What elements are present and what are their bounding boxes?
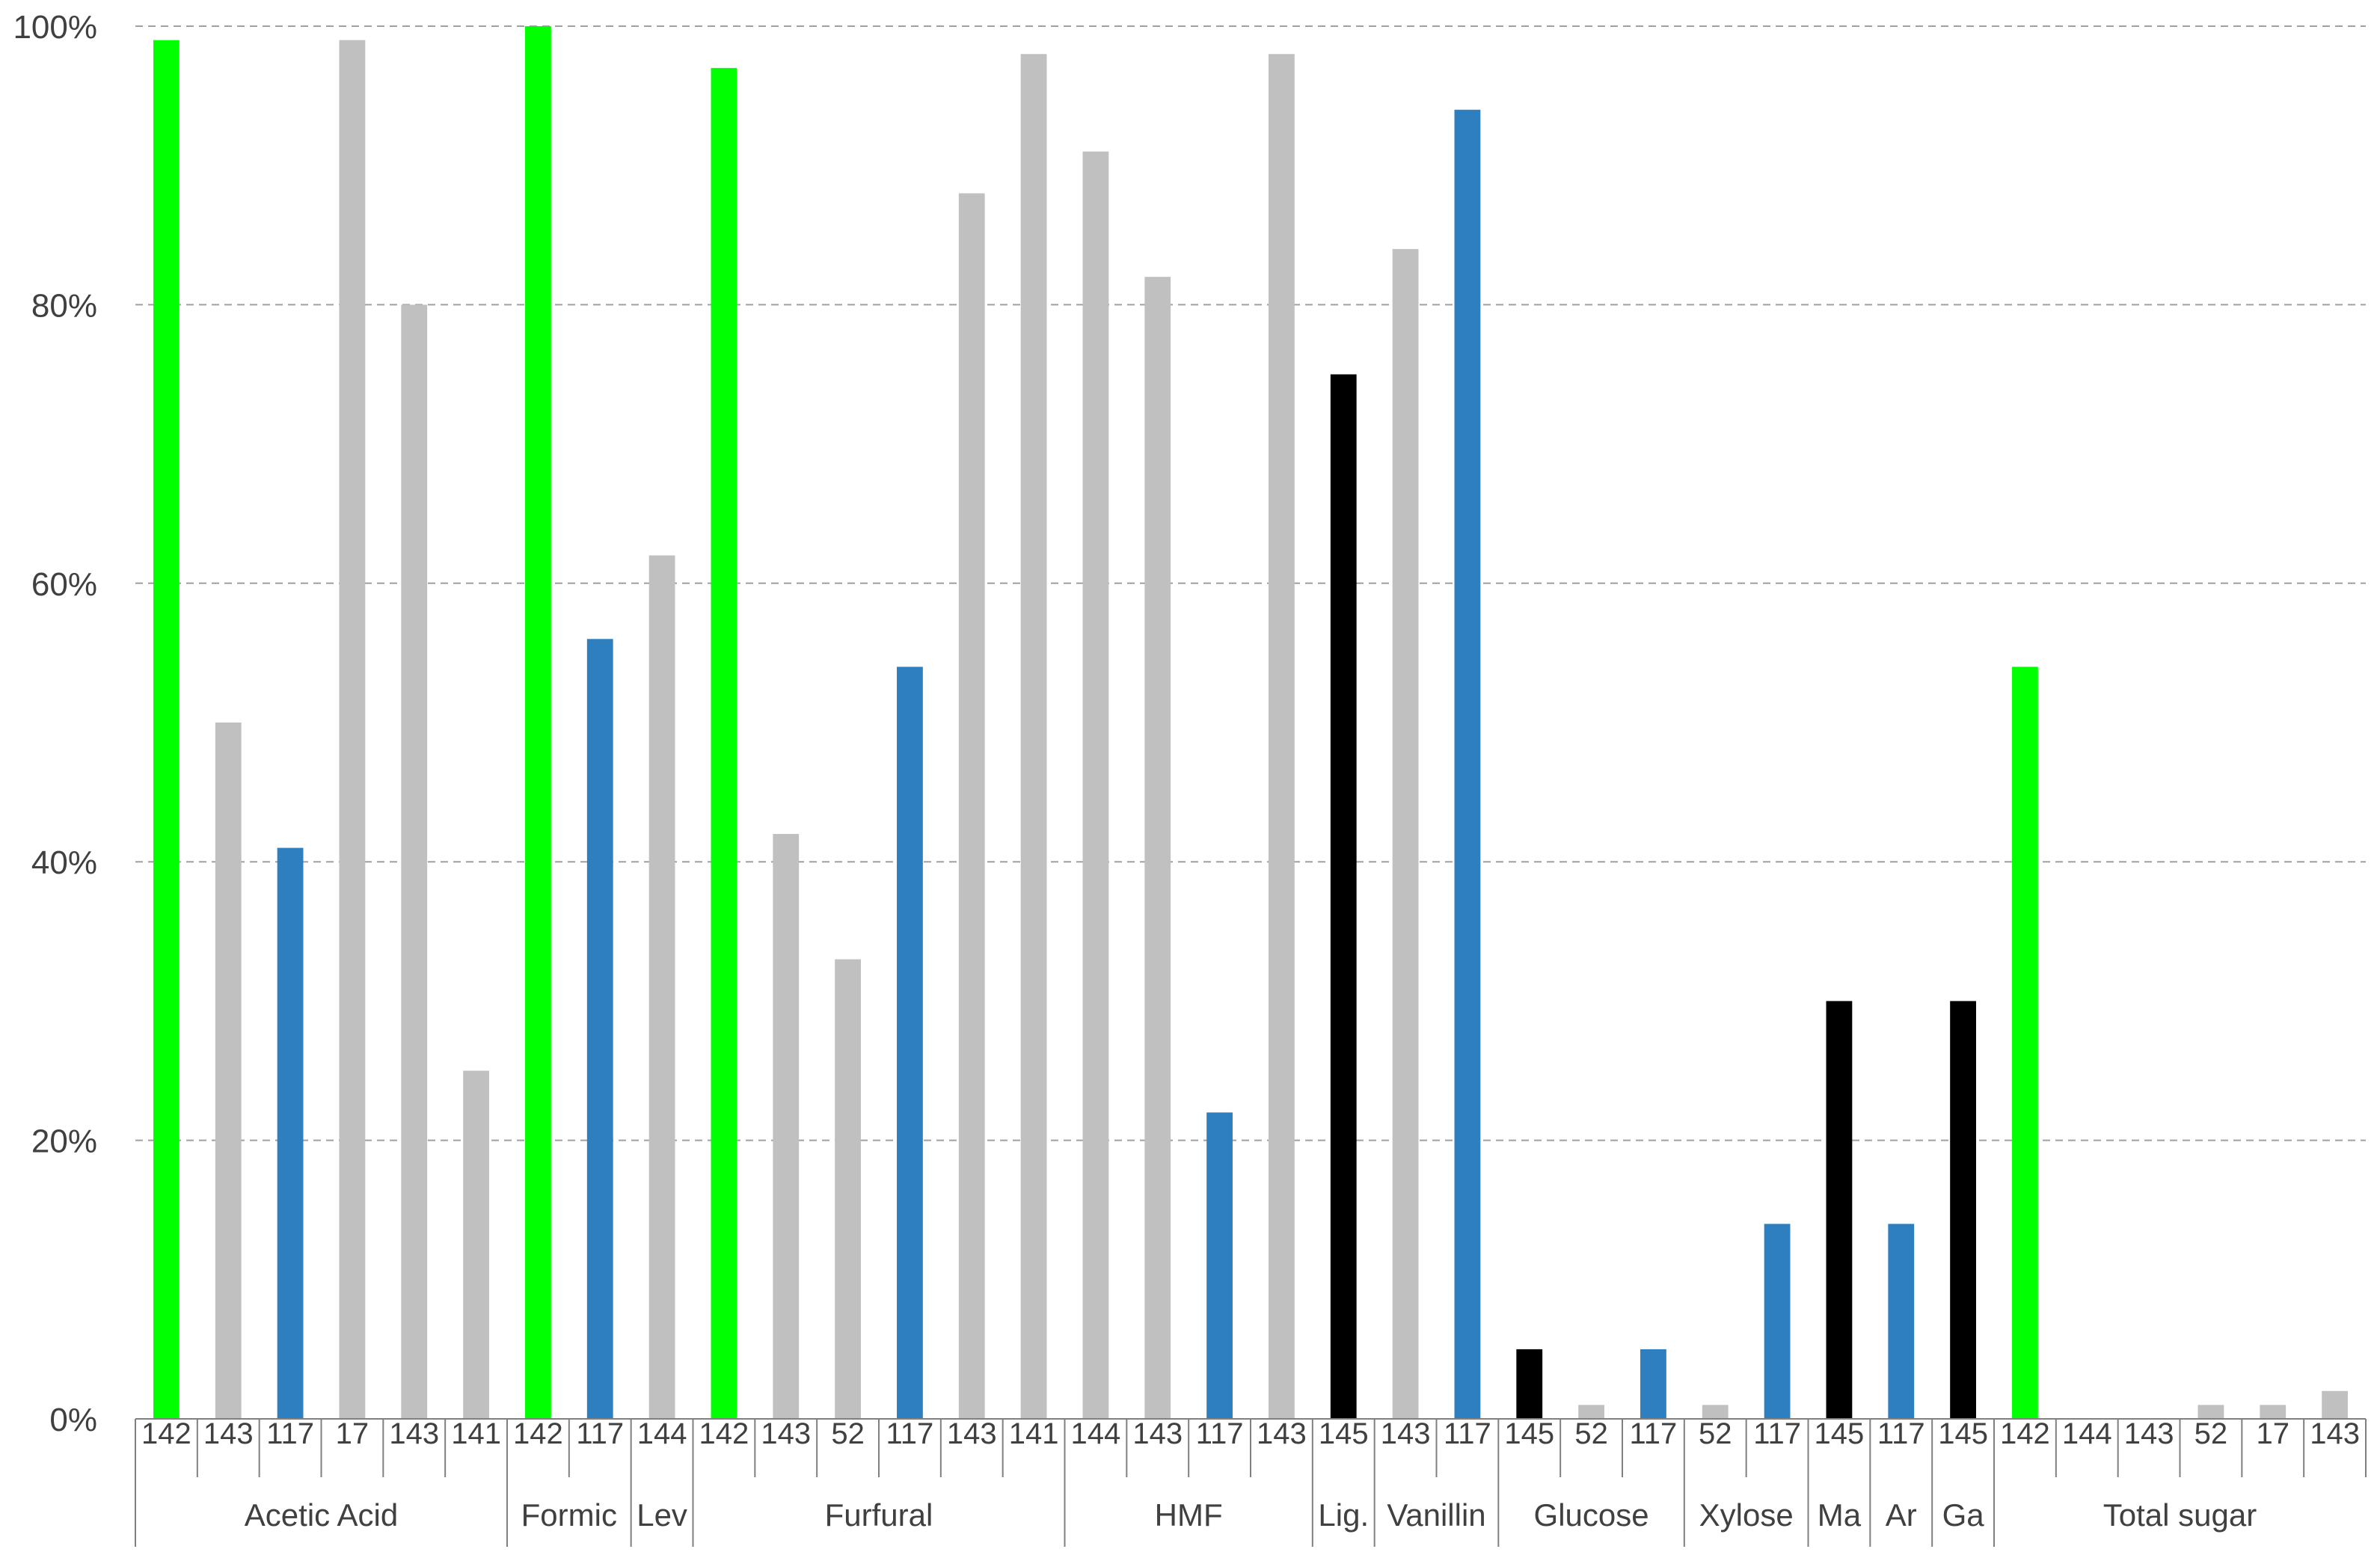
group-label: Ma xyxy=(1818,1497,1862,1533)
category-label: 143 xyxy=(1257,1417,1307,1450)
category-label: 117 xyxy=(576,1417,624,1450)
category-label: 143 xyxy=(1132,1417,1183,1450)
bar xyxy=(1082,151,1109,1420)
group-label: Furfural xyxy=(825,1497,933,1533)
category-label: 143 xyxy=(2310,1417,2360,1450)
y-tick-label: 100% xyxy=(13,9,97,46)
category-label: 144 xyxy=(1071,1417,1121,1450)
group-label: Total sugar xyxy=(2103,1497,2257,1533)
category-label: 52 xyxy=(1699,1417,1732,1450)
bar xyxy=(835,959,861,1419)
bar xyxy=(1826,1001,1853,1419)
bar xyxy=(2260,1405,2287,1419)
bar xyxy=(339,40,366,1420)
bar xyxy=(215,723,242,1419)
bar xyxy=(1392,248,1419,1419)
group-label: Ar xyxy=(1886,1497,1917,1533)
gridlines xyxy=(135,25,2366,1141)
category-label: 17 xyxy=(2257,1417,2290,1450)
bar xyxy=(2197,1405,2224,1419)
category-label: 144 xyxy=(637,1417,687,1450)
category-label: 143 xyxy=(2124,1417,2174,1450)
category-label: 141 xyxy=(451,1417,501,1450)
group-label: Lig. xyxy=(1318,1497,1369,1533)
bar xyxy=(463,1070,489,1419)
category-label: 52 xyxy=(831,1417,865,1450)
x-axis xyxy=(135,1418,2367,1547)
bar xyxy=(1764,1224,1791,1419)
bar xyxy=(277,847,304,1419)
category-label: 143 xyxy=(947,1417,997,1450)
bar xyxy=(1640,1349,1666,1419)
bar xyxy=(1330,374,1357,1419)
category-label: 142 xyxy=(699,1417,749,1450)
group-label: Xylose xyxy=(1699,1497,1794,1533)
category-label: 145 xyxy=(1504,1417,1554,1450)
y-tick-label: 20% xyxy=(31,1123,97,1160)
group-label: Ga xyxy=(1942,1497,1985,1533)
group-label: Lev xyxy=(637,1497,687,1533)
category-label: 117 xyxy=(886,1417,934,1450)
group-label: Formic xyxy=(521,1497,617,1533)
category-label: 143 xyxy=(389,1417,439,1450)
bar xyxy=(1702,1405,1729,1419)
x-axis-group-labels: Acetic Acid Formic Lev Furfural HMF Lig. Vanil… xyxy=(245,1497,2257,1533)
bar xyxy=(1578,1405,1604,1419)
bar xyxy=(648,555,675,1419)
category-label: 117 xyxy=(1444,1417,1491,1450)
category-label: 52 xyxy=(1574,1417,1608,1450)
y-tick-label: 60% xyxy=(31,566,97,603)
y-tick-label: 80% xyxy=(31,287,97,324)
category-label: 117 xyxy=(1877,1417,1925,1450)
category-label: 145 xyxy=(1938,1417,1988,1450)
bar xyxy=(711,67,737,1420)
category-label: 117 xyxy=(1196,1417,1244,1450)
group-label: Glucose xyxy=(1534,1497,1649,1533)
x-axis-category-labels: 142 143 117 17 143 141 142 117 144 142 143 52 117 143… xyxy=(141,1417,2360,1450)
bar xyxy=(1454,109,1481,1420)
category-label: 117 xyxy=(266,1417,314,1450)
y-axis-tick-labels: 0% 20% 40% 60% 80% 100% xyxy=(13,9,97,1438)
bar xyxy=(2012,666,2038,1419)
bar xyxy=(1950,1001,1976,1419)
category-label: 144 xyxy=(2062,1417,2112,1450)
y-tick-label: 40% xyxy=(31,844,97,881)
bar xyxy=(586,639,613,1419)
bar xyxy=(897,666,923,1419)
bar xyxy=(958,193,985,1420)
bar xyxy=(1888,1224,1915,1419)
category-label: 142 xyxy=(2000,1417,2050,1450)
bar xyxy=(1206,1112,1233,1419)
bar xyxy=(2322,1390,2348,1419)
bar xyxy=(401,304,428,1419)
y-tick-label: 0% xyxy=(49,1402,97,1438)
category-label: 52 xyxy=(2195,1417,2228,1450)
bar xyxy=(1269,54,1295,1420)
category-label: 143 xyxy=(1381,1417,1431,1450)
category-label: 17 xyxy=(336,1417,369,1450)
bar xyxy=(525,26,551,1419)
category-label: 143 xyxy=(761,1417,811,1450)
category-label: 143 xyxy=(203,1417,254,1450)
bar xyxy=(153,40,180,1420)
category-label: 117 xyxy=(1630,1417,1678,1450)
group-label: HMF xyxy=(1155,1497,1223,1533)
group-label: Vanillin xyxy=(1387,1497,1485,1533)
bars xyxy=(153,26,2348,1420)
category-label: 142 xyxy=(513,1417,563,1450)
group-label: Acetic Acid xyxy=(245,1497,398,1533)
bar xyxy=(773,833,800,1419)
bar xyxy=(1516,1349,1543,1419)
category-label: 145 xyxy=(1815,1417,1865,1450)
category-label: 145 xyxy=(1319,1417,1369,1450)
category-label: 141 xyxy=(1009,1417,1059,1450)
bar xyxy=(1144,277,1171,1419)
category-label: 117 xyxy=(1753,1417,1801,1450)
category-label: 142 xyxy=(141,1417,191,1450)
bar xyxy=(1020,54,1047,1420)
